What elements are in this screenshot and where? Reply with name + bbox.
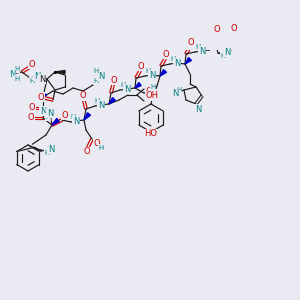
Text: O: O <box>214 25 220 34</box>
Text: N: N <box>124 85 130 94</box>
Text: H: H <box>120 82 126 88</box>
Text: H: H <box>29 78 34 84</box>
Text: N: N <box>9 70 15 79</box>
Text: N: N <box>224 48 230 57</box>
Text: O: O <box>188 38 194 46</box>
Text: N: N <box>40 106 46 116</box>
Text: N: N <box>199 46 205 56</box>
Polygon shape <box>135 82 141 88</box>
Text: O: O <box>80 92 86 100</box>
Text: N: N <box>195 104 201 113</box>
Text: H: H <box>150 84 156 90</box>
Text: O: O <box>163 50 169 58</box>
Text: N: N <box>48 145 54 154</box>
Text: H: H <box>176 87 181 93</box>
Text: O: O <box>111 76 117 85</box>
Polygon shape <box>84 113 91 120</box>
Text: H: H <box>93 78 99 84</box>
Text: N: N <box>172 89 178 98</box>
Polygon shape <box>185 58 191 64</box>
Text: H: H <box>44 150 50 156</box>
Text: O: O <box>38 92 44 101</box>
Text: N: N <box>98 71 104 80</box>
Polygon shape <box>43 93 46 97</box>
Text: N: N <box>174 58 180 68</box>
Text: OH: OH <box>146 92 158 100</box>
Polygon shape <box>52 118 59 125</box>
Text: H: H <box>45 114 51 120</box>
Text: O: O <box>94 140 100 148</box>
Text: O: O <box>84 148 90 157</box>
Text: H: H <box>146 68 151 74</box>
Text: N: N <box>149 70 155 80</box>
Text: O: O <box>29 103 35 112</box>
Text: H: H <box>70 114 76 120</box>
Text: HO: HO <box>145 130 158 139</box>
Text: H: H <box>45 110 51 116</box>
Polygon shape <box>55 70 65 74</box>
Text: N: N <box>73 116 79 125</box>
Text: N: N <box>47 109 53 118</box>
Text: N: N <box>39 74 45 83</box>
Polygon shape <box>109 98 116 104</box>
Text: H: H <box>14 66 20 72</box>
Polygon shape <box>160 70 166 76</box>
Text: O: O <box>28 113 34 122</box>
Text: H: H <box>220 53 226 59</box>
Text: O: O <box>138 61 144 70</box>
Text: H: H <box>170 56 175 62</box>
Text: O: O <box>29 59 35 68</box>
Text: H: H <box>195 44 201 50</box>
Text: H: H <box>94 98 100 104</box>
Text: H: H <box>98 145 104 151</box>
Text: H: H <box>93 68 99 74</box>
Text: O: O <box>146 86 152 95</box>
Polygon shape <box>209 43 214 50</box>
Text: O: O <box>231 23 237 32</box>
Text: N: N <box>98 100 104 109</box>
Text: N: N <box>34 71 40 80</box>
Text: H: H <box>14 76 20 82</box>
Text: O: O <box>62 110 68 119</box>
